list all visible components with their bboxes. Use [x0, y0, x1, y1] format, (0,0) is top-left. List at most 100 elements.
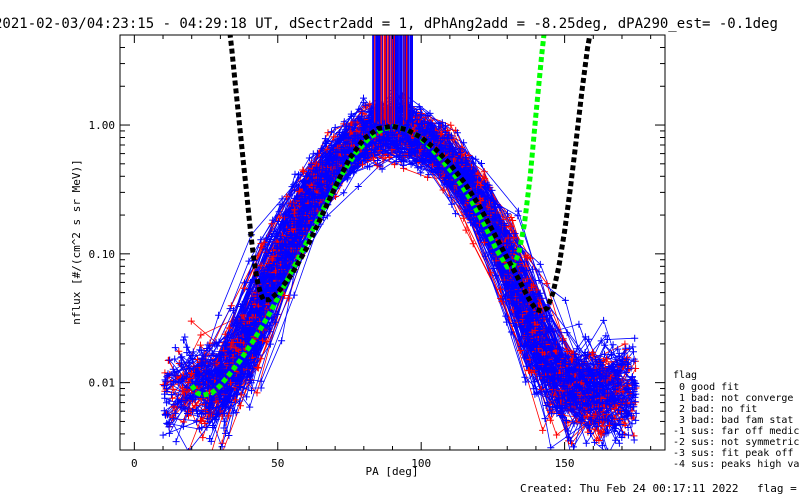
spectrum-plus-marker — [557, 371, 565, 378]
spectrum-plus-marker — [629, 343, 637, 351]
spectrum-plus-marker — [581, 378, 589, 385]
spectrum-plus-marker — [611, 399, 619, 407]
spectrum-plus-marker — [563, 417, 570, 424]
spectrum-plus-marker — [193, 362, 201, 370]
spectrum-plus-marker — [502, 226, 510, 234]
spectrum-plus-marker — [246, 309, 254, 317]
spectrum-plus-marker — [618, 400, 625, 407]
spectrum-plus-marker — [261, 246, 269, 254]
spectrum-plus-marker — [606, 388, 614, 396]
spectrum-plus-marker — [484, 184, 492, 192]
spectrum-plus-marker — [444, 179, 452, 187]
spectrum-plus-marker — [218, 350, 226, 358]
spectrum-plus-marker — [466, 211, 474, 219]
y-tick-label: 1.00 — [89, 119, 116, 132]
spectrum-plus-marker — [255, 351, 263, 359]
spectrum-plus-marker — [254, 363, 262, 371]
spectrum-plus-marker — [497, 285, 504, 293]
spectrum-plus-marker — [406, 137, 414, 145]
spectrum-plus-marker — [378, 165, 386, 173]
spectrum-plus-marker — [343, 175, 351, 183]
spectrum-plus-marker — [612, 421, 620, 429]
spectrum-plus-marker — [205, 370, 213, 378]
spectrum-plus-marker — [521, 354, 529, 362]
spectrum-plus-marker — [186, 374, 194, 382]
spectrum-plus-marker — [448, 200, 456, 208]
spectrum-plus-marker — [284, 250, 292, 257]
spectrum-plus-marker — [602, 332, 610, 340]
spectrum-plus-marker — [386, 144, 394, 152]
spectrum-plus-marker — [218, 371, 226, 379]
spectrum-plus-marker — [287, 231, 294, 239]
spectrum-plus-marker — [302, 179, 310, 187]
spectrum-plus-marker — [534, 351, 542, 359]
spectrum-plus-marker — [269, 216, 277, 224]
spectrum-plus-marker — [514, 212, 522, 220]
spectrum-plus-marker — [624, 359, 632, 367]
spectrum-plus-marker — [291, 230, 298, 238]
spectrum-plus-marker — [561, 296, 569, 304]
spectrum-plus-marker — [405, 151, 413, 159]
spectrum-plus-marker — [548, 380, 556, 388]
spectrum-plus-marker — [189, 348, 197, 356]
spectrum-plus-marker — [592, 418, 600, 426]
spectrum-plus-marker — [161, 394, 169, 402]
x-tick-label: 50 — [271, 457, 284, 470]
spectrum-plus-marker — [300, 184, 307, 192]
spectrum-plus-marker — [561, 351, 569, 359]
spectrum-plus-marker — [285, 237, 293, 245]
spectrum-plus-marker — [579, 400, 587, 408]
spectrum-plus-marker — [581, 386, 589, 394]
spectrum-plus-marker — [321, 135, 329, 143]
spectrum-plus-marker — [529, 353, 537, 361]
spectrum-plus-marker — [567, 437, 574, 445]
spectrum-plus-marker — [215, 396, 223, 404]
spectrum-plus-marker — [447, 194, 455, 202]
spectrum-plus-marker — [605, 421, 613, 429]
spectrum-plus-marker — [204, 341, 212, 349]
spectrum-plus-marker — [622, 394, 630, 402]
spectrum-plus-marker — [590, 398, 598, 406]
spectrum-plus-marker — [538, 319, 546, 327]
spectrum-plus-marker — [235, 378, 243, 386]
spectrum-plus-marker — [208, 395, 216, 403]
spectrum-plus-marker — [598, 442, 606, 450]
spectrum-plus-marker — [536, 323, 544, 330]
spectrum-plus-marker — [325, 177, 333, 185]
spectrum-plus-marker — [434, 169, 442, 176]
spectrum-plus-marker — [607, 362, 615, 370]
spectrum-plus-marker — [591, 438, 599, 446]
spectrum-plus-marker — [162, 377, 170, 385]
spectrum-plus-marker — [559, 337, 566, 345]
spectrum-plus-marker — [554, 344, 562, 352]
spectrum-plus-marker — [468, 155, 476, 163]
spectrum-plus-marker — [460, 139, 468, 147]
spectrum-plus-marker — [621, 340, 629, 348]
spectrum-plus-marker — [431, 131, 439, 139]
spectrum-plus-marker — [575, 404, 583, 412]
spectrum-plus-marker — [588, 394, 596, 402]
spectrum-plus-marker — [237, 402, 244, 410]
spectrum-plus-marker — [238, 335, 246, 343]
spectrum-plus-marker — [358, 115, 366, 123]
spectrum-plus-marker — [458, 150, 466, 158]
spectrum-plus-marker — [171, 344, 179, 352]
spectrum-plus-marker — [613, 392, 621, 400]
spectrum-plus-marker — [561, 385, 569, 393]
spectrum-plus-marker — [502, 279, 510, 287]
spectrum-plus-marker — [257, 355, 265, 363]
spectrum-plus-marker — [193, 418, 201, 426]
spectrum-plus-marker — [595, 405, 603, 413]
spectrum-plus-marker — [328, 142, 336, 149]
spectrum-plus-marker — [570, 410, 578, 418]
spectrum-plus-marker — [400, 146, 408, 154]
spectrum-plus-marker — [502, 292, 509, 300]
spectrum-plus-marker — [575, 320, 583, 328]
legend-item-7: -4 sus: peaks high va — [673, 459, 799, 470]
spectrum-plus-marker — [536, 295, 544, 303]
spectrum-plus-marker — [527, 308, 535, 316]
spectrum-plus-marker — [200, 362, 208, 369]
spectrum-plus-marker — [277, 243, 284, 251]
spectrum-plus-marker — [286, 250, 294, 258]
spectrum-plus-marker — [414, 164, 422, 172]
